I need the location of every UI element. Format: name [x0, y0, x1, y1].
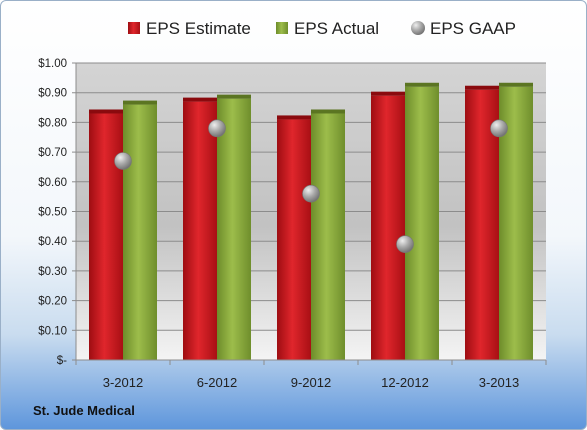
bar-top-edge	[183, 97, 217, 102]
eps-gaap-point	[490, 119, 508, 138]
eps-gaap-point	[114, 152, 132, 170]
legend-swatch	[128, 22, 140, 34]
y-tick-label: $0.10	[38, 325, 67, 337]
eps-actual-bar	[217, 98, 251, 360]
x-category-label: 6-2012	[197, 375, 237, 390]
y-tick-label: $0.50	[38, 207, 67, 219]
bar-top-edge	[465, 85, 499, 90]
eps-gaap-point	[396, 235, 414, 253]
company-label: St. Jude Medical	[33, 403, 135, 418]
y-tick-label: $0.30	[38, 266, 67, 278]
bar-top-edge	[371, 91, 405, 96]
eps-actual-bar	[311, 113, 345, 361]
x-category-label: 9-2012	[291, 375, 331, 390]
eps-estimate-bar	[371, 95, 405, 361]
legend: EPS Estimate EPS Actual EPS GAAP	[128, 19, 516, 38]
legend-swatch	[411, 21, 425, 35]
y-tick-label: $1.00	[38, 58, 67, 70]
x-category-label: 12-2012	[381, 375, 429, 390]
y-tick-label: $0.70	[38, 147, 67, 159]
x-category-label: 3-2013	[479, 375, 519, 390]
eps-actual-bar	[405, 86, 439, 360]
bar-top-edge	[405, 82, 439, 87]
legend-swatch	[276, 22, 288, 34]
bar-top-edge	[499, 82, 533, 87]
x-category-label: 3-2012	[103, 375, 143, 390]
eps-actual-bar	[123, 104, 157, 360]
y-tick-label: $0.40	[38, 236, 67, 248]
bar-top-edge	[123, 100, 157, 105]
eps-estimate-bar	[183, 101, 217, 361]
y-tick-label: $0.90	[38, 88, 67, 100]
bar-top-edge	[311, 109, 345, 114]
gaap-points	[114, 119, 508, 253]
legend-label: EPS GAAP	[430, 19, 516, 38]
eps-gaap-point	[302, 184, 320, 203]
eps-chart: $- $0.10 $0.20 $0.30 $0.40 $0.50 $0.60 $0.70 $0.…	[38, 19, 547, 390]
eps-gaap-point	[208, 119, 226, 138]
y-tick-label: $0.80	[38, 117, 67, 129]
y-axis: $- $0.10 $0.20 $0.30 $0.40 $0.50 $0.60 $0.70 $0.…	[38, 58, 77, 367]
y-tick-label: $0.20	[38, 296, 67, 308]
legend-label: EPS Actual	[294, 19, 379, 38]
bars	[89, 82, 533, 361]
legend-label: EPS Estimate	[146, 19, 251, 38]
eps-estimate-bar	[89, 113, 123, 361]
x-axis: 3-2012 6-2012 9-2012 12-2012 3-2013	[75, 359, 547, 390]
bar-top-edge	[217, 94, 251, 99]
eps-estimate-bar	[277, 119, 311, 361]
y-tick-label: $-	[57, 355, 67, 367]
bar-top-edge	[277, 115, 311, 120]
y-tick-label: $0.60	[38, 177, 67, 189]
bar-top-edge	[89, 109, 123, 114]
